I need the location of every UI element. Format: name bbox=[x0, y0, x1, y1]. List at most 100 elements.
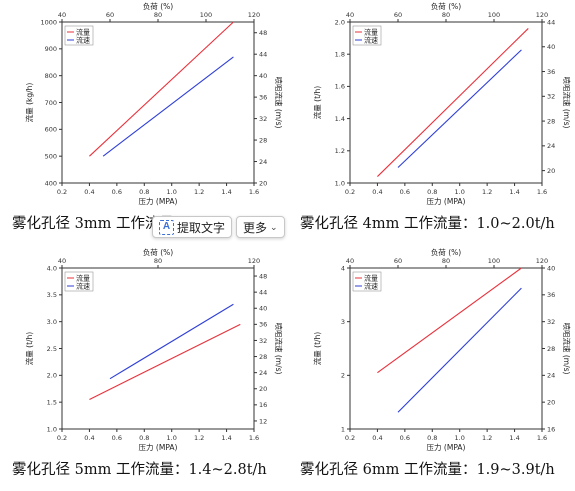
top-tick-label: 80 bbox=[442, 11, 450, 19]
x-tick-label: 0.2 bbox=[57, 434, 67, 442]
x-tick-label: 0.8 bbox=[427, 434, 437, 442]
y2-tick-label: 48 bbox=[259, 29, 267, 37]
legend-label: 流量 bbox=[364, 28, 378, 37]
extract-text-label: 提取文字 bbox=[177, 220, 226, 235]
x-tick-label: 0.4 bbox=[84, 188, 94, 196]
extract-text-button[interactable]: A 提取文字 bbox=[152, 216, 233, 238]
x-axis-label: 压力 (MPA) bbox=[427, 442, 466, 452]
x-tick-label: 1.4 bbox=[221, 434, 231, 442]
y-axis-label: 流量 (t/h) bbox=[24, 332, 34, 366]
legend-label: 流量 bbox=[364, 274, 378, 283]
y2-tick-label: 40 bbox=[259, 305, 267, 313]
top-tick-label: 120 bbox=[536, 257, 548, 265]
y2-axis-label: 喷咀流速 (m/s) bbox=[274, 323, 284, 375]
y2-tick-label: 32 bbox=[259, 115, 267, 123]
top-tick-label: 100 bbox=[200, 11, 212, 19]
x-tick-label: 1.6 bbox=[249, 434, 259, 442]
y-tick-label: 1000 bbox=[40, 18, 57, 26]
x-tick-label: 0.6 bbox=[112, 188, 122, 196]
series-line-flow bbox=[89, 323, 241, 400]
x-tick-label: 1.6 bbox=[537, 188, 547, 196]
y-axis-label: 流量 (t/h) bbox=[312, 86, 322, 120]
legend-label: 流速 bbox=[76, 282, 90, 291]
y2-tick-label: 20 bbox=[547, 167, 555, 175]
top-axis-label: 负荷 (%) bbox=[431, 1, 461, 11]
y-tick-label: 900 bbox=[45, 45, 57, 53]
x-tick-label: 1.6 bbox=[249, 188, 259, 196]
chart-panel-3mm: 0.2 0.4 0.6 0.8 1.0 1.2 1.4 1.6 400 500 600 700 800 9… bbox=[0, 0, 287, 245]
y2-tick-label: 48 bbox=[259, 272, 267, 280]
y-tick-label: 600 bbox=[45, 126, 57, 134]
y2-tick-label: 16 bbox=[259, 401, 267, 409]
caption-4mm: 雾化孔径 4mm 工作流量：1.0~2.0t/h bbox=[300, 216, 555, 232]
text-extract-icon: A bbox=[159, 219, 174, 235]
top-tick-label: 120 bbox=[536, 11, 548, 19]
y2-tick-label: 28 bbox=[259, 136, 267, 144]
y2-tick-label: 24 bbox=[259, 158, 267, 166]
legend-label: 流量 bbox=[76, 274, 90, 283]
y-tick-label: 2.0 bbox=[47, 372, 57, 380]
y-tick-label: 1.5 bbox=[47, 398, 57, 406]
y-tick-label: 1.0 bbox=[47, 425, 57, 433]
chart-panel-5mm: 0.2 0.4 0.6 0.8 1.0 1.2 1.4 1.6 1.0 1.5 2.0 2.5 3.0 3… bbox=[0, 246, 287, 491]
y-tick-label: 3.0 bbox=[47, 318, 57, 326]
chart-6mm: 0.2 0.4 0.6 0.8 1.0 1.2 1.4 1.6 1 2 3 4 16 20 24 28 32 36… bbox=[312, 247, 572, 452]
y2-tick-label: 12 bbox=[259, 417, 267, 425]
y2-tick-label: 40 bbox=[547, 264, 555, 272]
plot-frame bbox=[61, 21, 255, 184]
legend-label: 流速 bbox=[364, 282, 378, 291]
y-tick-label: 4.0 bbox=[47, 264, 57, 272]
y2-tick-label: 20 bbox=[547, 398, 555, 406]
x-tick-label: 1.0 bbox=[455, 434, 465, 442]
y-tick-label: 4 bbox=[341, 264, 345, 272]
x-axis-label: 压力 (MPA) bbox=[139, 196, 178, 206]
y2-tick-label: 44 bbox=[547, 18, 555, 26]
y2-axis-label: 喷咀流速 (m/s) bbox=[562, 77, 572, 129]
y2-tick-label: 36 bbox=[259, 93, 267, 101]
y2-tick-label: 24 bbox=[547, 372, 555, 380]
chart-panel-6mm: 0.2 0.4 0.6 0.8 1.0 1.2 1.4 1.6 1 2 3 4 16 20 24 28 32 36… bbox=[288, 246, 575, 491]
x-axis-label: 压力 (MPA) bbox=[427, 196, 466, 206]
x-tick-label: 0.6 bbox=[400, 434, 410, 442]
y2-tick-label: 20 bbox=[259, 179, 267, 187]
x-tick-label: 0.8 bbox=[427, 188, 437, 196]
y-axis-label: 流量 (t/h) bbox=[312, 332, 322, 366]
y2-tick-label: 36 bbox=[259, 321, 267, 329]
y2-tick-label: 20 bbox=[259, 385, 267, 393]
top-tick-label: 80 bbox=[442, 257, 450, 265]
x-tick-label: 1.4 bbox=[221, 188, 231, 196]
series-line-velocity bbox=[102, 56, 234, 157]
y2-tick-label: 16 bbox=[547, 425, 555, 433]
y2-tick-label: 24 bbox=[259, 369, 267, 377]
top-tick-label: 60 bbox=[394, 11, 402, 19]
top-axis-label: 负荷 (%) bbox=[143, 1, 173, 11]
x-tick-label: 1.0 bbox=[455, 188, 465, 196]
top-tick-label: 120 bbox=[248, 11, 260, 19]
series-line-velocity bbox=[109, 303, 234, 380]
x-tick-label: 1.6 bbox=[537, 434, 547, 442]
y-tick-label: 700 bbox=[45, 99, 57, 107]
x-tick-label: 1.2 bbox=[194, 434, 204, 442]
top-tick-label: 100 bbox=[488, 11, 500, 19]
series-line-flow bbox=[89, 21, 234, 157]
y2-tick-label: 28 bbox=[259, 353, 267, 361]
x-tick-label: 0.8 bbox=[139, 188, 149, 196]
top-tick-label: 60 bbox=[394, 257, 402, 265]
y2-axis-label: 喷咀流速 (m/s) bbox=[274, 77, 284, 129]
series-line-flow bbox=[377, 28, 529, 177]
y-tick-label: 3 bbox=[341, 318, 345, 326]
y-tick-label: 3.5 bbox=[47, 291, 57, 299]
chart-3mm: 0.2 0.4 0.6 0.8 1.0 1.2 1.4 1.6 400 500 600 700 800 9… bbox=[24, 1, 284, 206]
top-axis-label: 负荷 (%) bbox=[431, 247, 461, 257]
plot-frame bbox=[349, 21, 543, 184]
x-tick-label: 0.4 bbox=[372, 434, 382, 442]
chart-panel-4mm: 0.2 0.4 0.6 0.8 1.0 1.2 1.4 1.6 1.0 1.2 1.4 1.6 1.8 2… bbox=[288, 0, 575, 245]
x-tick-label: 0.4 bbox=[84, 434, 94, 442]
x-tick-label: 0.8 bbox=[139, 434, 149, 442]
y-tick-label: 1.0 bbox=[335, 179, 345, 187]
x-tick-label: 0.6 bbox=[400, 188, 410, 196]
more-button[interactable]: 更多 ⌄ bbox=[236, 216, 285, 238]
x-tick-label: 0.6 bbox=[112, 434, 122, 442]
series-line-velocity bbox=[397, 287, 522, 413]
x-tick-label: 0.2 bbox=[345, 188, 355, 196]
